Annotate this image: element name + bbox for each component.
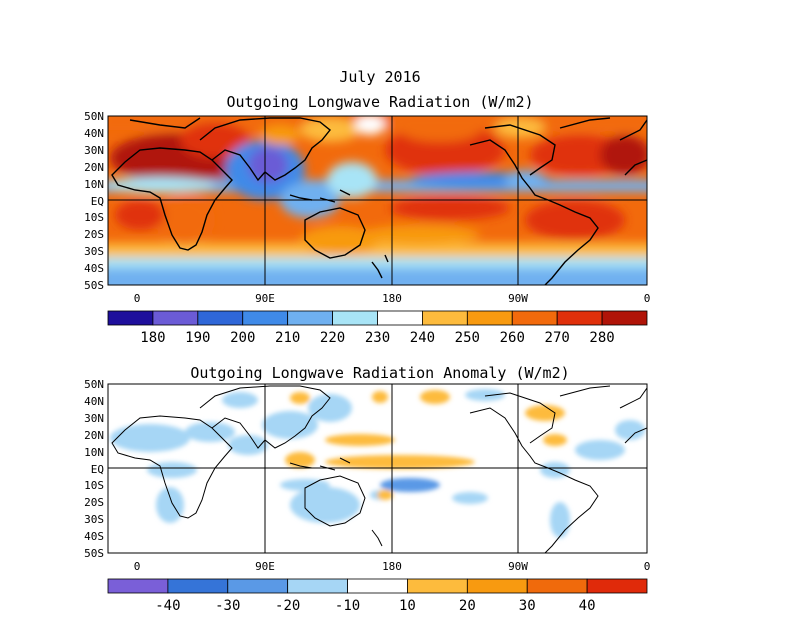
colorbar-swatch bbox=[556, 310, 603, 326]
lat-tick-label: 10N bbox=[84, 178, 104, 191]
lat-tick-label: 10N bbox=[84, 446, 104, 459]
lat-tick-label: 20N bbox=[84, 429, 104, 442]
lon-tick-label: 90E bbox=[255, 560, 275, 573]
colorbar-label: 210 bbox=[275, 330, 300, 346]
colorbar-label: -20 bbox=[275, 598, 300, 614]
lon-tick-label: 90W bbox=[508, 292, 528, 305]
colorbar-swatch bbox=[526, 578, 588, 594]
colorbar-label: 260 bbox=[500, 330, 525, 346]
colorbar-label: -40 bbox=[155, 598, 180, 614]
lat-tick-label: 40S bbox=[84, 530, 104, 543]
colorbar-label: 220 bbox=[320, 330, 345, 346]
anomaly-coastlines bbox=[111, 385, 647, 553]
olr-map-panel: 50N 40N 30N 20N 10N EQ 10S 20S 30S 40S 5… bbox=[84, 110, 651, 305]
colorbar-swatch bbox=[377, 310, 423, 326]
lat-tick-label: EQ bbox=[91, 195, 104, 208]
colorbar-swatch bbox=[601, 310, 648, 326]
lat-tick-label: 10S bbox=[84, 211, 104, 224]
olr-colorbar: 180 190 200 210 220 230 240 250 260 270 280 bbox=[107, 310, 648, 346]
colorbar-label: 270 bbox=[545, 330, 570, 346]
colorbar-swatch bbox=[227, 578, 289, 594]
colorbar-label: 10 bbox=[399, 598, 416, 614]
colorbar-label: 200 bbox=[230, 330, 255, 346]
colorbar-label: 230 bbox=[365, 330, 390, 346]
olr-field bbox=[108, 116, 647, 285]
colorbar-label: 250 bbox=[455, 330, 480, 346]
top-lon-axis: 0 90E 180 90W 0 bbox=[134, 292, 651, 305]
colorbar-swatch bbox=[287, 310, 333, 326]
lon-tick-label: 0 bbox=[134, 560, 141, 573]
top-lat-axis: 50N 40N 30N 20N 10N EQ 10S 20S 30S 40S 5… bbox=[84, 110, 104, 292]
lat-tick-label: 40N bbox=[84, 395, 104, 408]
lat-tick-label: 40S bbox=[84, 262, 104, 275]
colorbar-swatch bbox=[287, 578, 348, 594]
colorbar-label: 240 bbox=[410, 330, 435, 346]
lat-tick-label: 20S bbox=[84, 228, 104, 241]
lat-tick-label: 50S bbox=[84, 279, 104, 292]
lat-tick-label: 30N bbox=[84, 412, 104, 425]
coastlines bbox=[111, 117, 647, 285]
lon-tick-label: 180 bbox=[382, 560, 402, 573]
lat-tick-label: 30N bbox=[84, 144, 104, 157]
colorbar-label: 180 bbox=[140, 330, 165, 346]
colorbar-swatch bbox=[107, 578, 169, 594]
top-map-graticule bbox=[108, 116, 647, 285]
olr-anomaly-map-panel: 50N 40N 30N 20N 10N EQ 10S 20S 30S 40S 5… bbox=[84, 378, 650, 573]
olr-panel-title: Outgoing Longwave Radiation (W/m2) bbox=[226, 93, 534, 111]
colorbar-label: -10 bbox=[335, 598, 360, 614]
colorbar-swatch bbox=[466, 310, 513, 326]
lat-tick-label: EQ bbox=[91, 463, 104, 476]
colorbar-swatch bbox=[197, 310, 244, 326]
bottom-lon-axis: 0 90E 180 90W 0 bbox=[134, 560, 651, 573]
colorbar-swatch bbox=[586, 578, 648, 594]
lat-tick-label: 30S bbox=[84, 513, 104, 526]
colorbar-label: 280 bbox=[589, 330, 614, 346]
lat-tick-label: 20N bbox=[84, 161, 104, 174]
colorbar-swatch bbox=[167, 578, 229, 594]
colorbar-swatch bbox=[332, 310, 378, 326]
lat-tick-label: 50N bbox=[84, 378, 104, 391]
lon-tick-label: 0 bbox=[644, 560, 651, 573]
bottom-lat-axis: 50N 40N 30N 20N 10N EQ 10S 20S 30S 40S 5… bbox=[84, 378, 104, 560]
colorbar-swatch bbox=[152, 310, 199, 326]
lat-tick-label: 50S bbox=[84, 547, 104, 560]
colorbar-label: 190 bbox=[185, 330, 210, 346]
top-map-frame bbox=[107, 115, 648, 286]
lat-tick-label: 50N bbox=[84, 110, 104, 123]
colorbar-label: 30 bbox=[519, 598, 536, 614]
bottom-map-frame bbox=[107, 383, 648, 554]
colorbar-swatch bbox=[407, 578, 468, 594]
lon-tick-label: 90W bbox=[508, 560, 528, 573]
colorbar-swatch bbox=[466, 578, 528, 594]
colorbar-label: -30 bbox=[215, 598, 240, 614]
lon-tick-label: 0 bbox=[134, 292, 141, 305]
bottom-map-graticule bbox=[108, 384, 647, 553]
colorbar-label: 20 bbox=[459, 598, 476, 614]
lat-tick-label: 20S bbox=[84, 496, 104, 509]
olr-anomaly-colorbar: -40 -30 -20 -10 10 20 30 40 bbox=[107, 578, 648, 614]
lon-tick-label: 90E bbox=[255, 292, 275, 305]
lat-tick-label: 10S bbox=[84, 479, 104, 492]
colorbar-swatch bbox=[422, 310, 468, 326]
colorbar-swatch bbox=[511, 310, 558, 326]
lat-tick-label: 30S bbox=[84, 245, 104, 258]
olr-anomaly-panel-title: Outgoing Longwave Radiation Anomaly (W/m… bbox=[190, 364, 570, 382]
colorbar-swatch bbox=[242, 310, 289, 326]
lat-tick-label: 40N bbox=[84, 127, 104, 140]
lon-tick-label: 0 bbox=[644, 292, 651, 305]
colorbar-label: 40 bbox=[579, 598, 596, 614]
map-date-title-text: July 2016 bbox=[339, 68, 421, 86]
colorbar-swatch bbox=[347, 578, 408, 594]
lon-tick-label: 180 bbox=[382, 292, 402, 305]
colorbar-swatch bbox=[107, 310, 154, 326]
